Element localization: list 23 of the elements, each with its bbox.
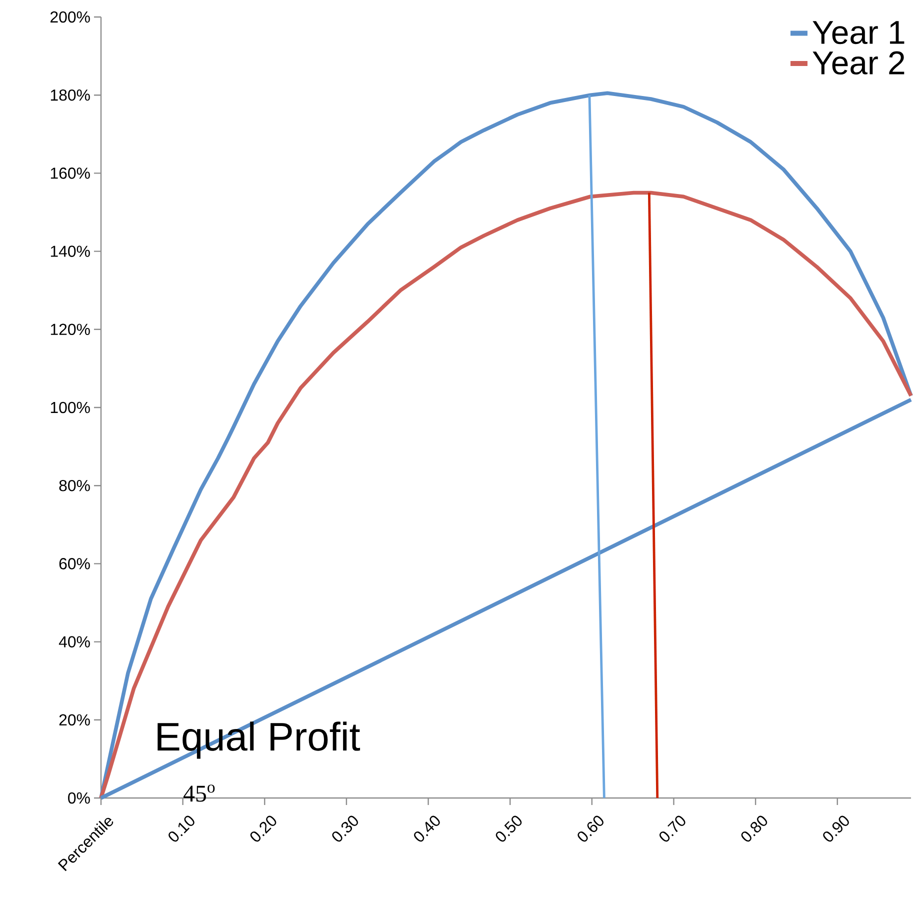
annotation: 45$^{o}$ [183,784,215,802]
x-tick-label: 0.10 [168,816,194,842]
y-tick-label: 20% [59,714,90,726]
legend-label: Year 2 [812,51,904,75]
x-tick-label: 0.20 [250,816,276,842]
y-tick-label: 80% [59,480,90,492]
y-tick-label: 180% [50,89,90,101]
y-tick-label: 100% [50,402,90,414]
x-tick-label: 0.50 [496,816,522,842]
y-tick-label: 0% [68,792,90,804]
x-tick-label: 0.80 [741,816,768,842]
y-tick-label: 140% [50,246,90,257]
y-tick-label: 40% [58,636,90,648]
legend-label: Year 1 [812,21,904,44]
x-tick-label: 0.40 [414,816,440,842]
y-tick-label: 160% [50,168,90,179]
x-tick-label: 0.70 [659,816,686,842]
x-tick-label: 0.90 [823,816,849,842]
x-tick-label: 0.30 [332,816,358,842]
x-tick-label: 0.60 [578,816,604,842]
y-tick-label: 200% [50,11,90,23]
y-tick-label: 120% [50,324,90,336]
y-tick-label: 60% [59,558,90,570]
